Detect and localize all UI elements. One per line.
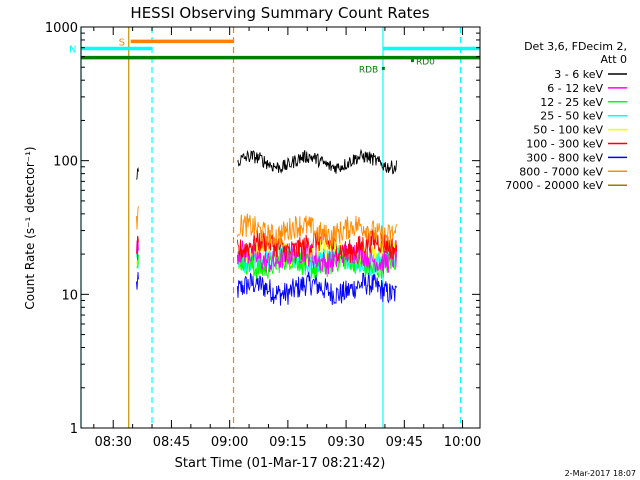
series-7-segment-1 bbox=[236, 213, 398, 248]
x-tick-label-1: 08:45 bbox=[153, 435, 190, 450]
series-2-segment-0 bbox=[136, 254, 139, 268]
x-tick-label-4: 09:30 bbox=[327, 435, 364, 450]
plot-frame bbox=[80, 26, 481, 429]
x-tick-label-3: 09:15 bbox=[269, 435, 306, 450]
x-axis-label: Start Time (01-Mar-17 08:21:42) bbox=[175, 456, 386, 471]
flag-dot-0 bbox=[410, 59, 414, 63]
legend-label-4: 50 - 100 keV bbox=[533, 124, 603, 137]
legend-label-6: 300 - 800 keV bbox=[526, 151, 603, 164]
x-tick-label-2: 09:00 bbox=[211, 435, 248, 450]
legend-label-5: 100 - 300 keV bbox=[526, 138, 603, 151]
y-tick-label-3: 1000 bbox=[45, 21, 78, 36]
chart-title: HESSI Observing Summary Count Rates bbox=[130, 4, 429, 22]
legend-label-7: 800 - 7000 keV bbox=[519, 165, 603, 178]
legend-header-line-1: Det 3,6, FDecim 2, bbox=[524, 40, 627, 53]
x-tick-label-6: 10:00 bbox=[444, 435, 481, 450]
legend-header-line-2: Att 0 bbox=[601, 53, 627, 66]
flag-label-0: RD0 bbox=[416, 58, 435, 68]
x-tick-label-0: 08:30 bbox=[94, 435, 131, 450]
series-5-segment-0 bbox=[136, 235, 139, 255]
y-tick-label-1: 10 bbox=[61, 288, 78, 303]
footer-date: 2-Mar-2017 18:07 bbox=[565, 469, 636, 478]
series-6-segment-1 bbox=[236, 270, 397, 306]
legend-label-8: 7000 - 20000 keV bbox=[505, 179, 603, 192]
series-1-segment-1 bbox=[236, 240, 398, 275]
flag-dot-1 bbox=[381, 66, 385, 70]
y-axis-label: Count Rate (s⁻¹ detector⁻¹) bbox=[23, 146, 37, 309]
series-6-segment-0 bbox=[136, 272, 139, 290]
flag-label-1: RDB bbox=[359, 65, 378, 75]
series-5-segment-1 bbox=[236, 228, 398, 263]
axes-layer: 1 10 100 1000 08:30 08:45 09:00 09:15 09:30 09:45… bbox=[45, 21, 481, 450]
y-tick-label-2: 100 bbox=[53, 155, 78, 170]
series-0-segment-1 bbox=[237, 148, 398, 175]
series-0-segment-0 bbox=[136, 166, 139, 180]
legend-label-1: 6 - 12 keV bbox=[547, 82, 603, 95]
flag-bar-label-0: S bbox=[119, 37, 125, 48]
series-7-segment-0 bbox=[136, 206, 139, 230]
y-tick-label-0: 1 bbox=[70, 422, 78, 437]
x-tick-label-5: 09:45 bbox=[386, 435, 423, 450]
plot-layer: S N RD0 RDB bbox=[69, 27, 480, 428]
legend-label-2: 12 - 25 keV bbox=[540, 96, 603, 109]
legend-label-0: 3 - 6 keV bbox=[554, 68, 603, 81]
flag-bar-label-1: N bbox=[69, 45, 76, 56]
legend-label-3: 25 - 50 keV bbox=[540, 110, 603, 123]
